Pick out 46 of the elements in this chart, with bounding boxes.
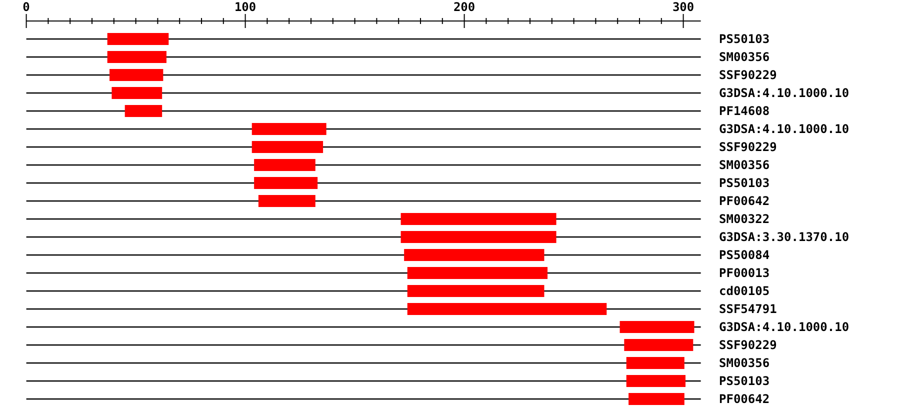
bar (254, 159, 316, 171)
bar (628, 393, 684, 405)
bar (624, 339, 694, 351)
bar (404, 249, 544, 261)
bar (400, 231, 556, 243)
bar (112, 87, 162, 99)
x-tick-label: 300 (672, 0, 694, 14)
bar (407, 267, 548, 279)
y-tick-label: PS50103 (719, 374, 770, 388)
bar (258, 195, 316, 207)
bar (620, 321, 694, 333)
y-tick-label: G3DSA:3.30.1370.10 (719, 230, 850, 244)
y-tick-label: PS50103 (719, 32, 770, 46)
y-tick-label: SSF90229 (719, 68, 777, 82)
bar (407, 285, 544, 297)
bar (107, 51, 166, 63)
y-tick-label: SM00356 (719, 356, 770, 370)
y-tick-label: SSF90229 (719, 338, 777, 352)
bar (407, 303, 607, 315)
x-tick-label: 100 (234, 0, 256, 14)
x-tick-label: 200 (453, 0, 476, 14)
bar (110, 69, 164, 81)
y-tick-label: SM00356 (719, 50, 770, 64)
y-tick-label: PF00642 (719, 392, 770, 406)
y-tick-label: PS50103 (719, 176, 770, 190)
y-tick-label: SSF90229 (719, 140, 777, 154)
y-tick-label: G3DSA:4.10.1000.10 (719, 86, 850, 100)
bar (400, 213, 556, 225)
bar (252, 141, 324, 153)
y-tick-label: PF00642 (719, 194, 770, 208)
y-tick-label: PS50084 (719, 248, 770, 262)
bar (254, 177, 318, 189)
bar (252, 123, 326, 135)
y-tick-label: SM00322 (719, 212, 770, 226)
y-tick-label: PF00013 (719, 266, 770, 280)
y-tick-label: G3DSA:4.10.1000.10 (719, 122, 850, 136)
bar (626, 375, 686, 387)
x-tick-label: 0 (22, 0, 30, 14)
bar (626, 357, 684, 369)
bar (107, 33, 169, 45)
y-tick-label: PF14608 (719, 104, 770, 118)
bar (124, 105, 162, 117)
y-tick-label: cd00105 (719, 284, 770, 298)
y-tick-label: SM00356 (719, 158, 770, 172)
y-tick-label: G3DSA:4.10.1000.10 (719, 320, 850, 334)
y-tick-label: SSF54791 (719, 302, 777, 316)
